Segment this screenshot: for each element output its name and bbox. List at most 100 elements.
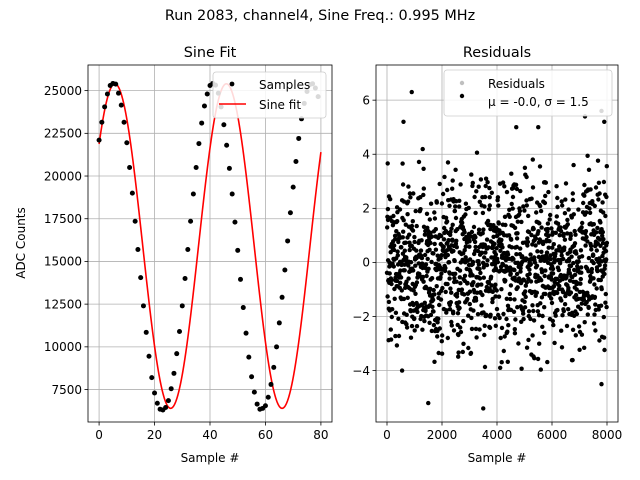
residual-point bbox=[494, 246, 499, 251]
residual-point bbox=[594, 248, 599, 253]
residual-point bbox=[551, 242, 556, 247]
residual-point bbox=[408, 260, 414, 265]
residual-point bbox=[420, 274, 426, 280]
residual-point bbox=[428, 286, 433, 291]
residual-point bbox=[496, 221, 501, 226]
residual-point bbox=[532, 356, 537, 361]
residual-point bbox=[555, 307, 560, 313]
residual-point bbox=[599, 286, 604, 292]
residual-point bbox=[448, 229, 453, 235]
residual-point bbox=[465, 280, 470, 286]
residual-point bbox=[515, 285, 520, 290]
sample-point bbox=[287, 210, 293, 216]
residual-point bbox=[561, 308, 566, 314]
sample-point bbox=[240, 305, 246, 311]
residual-point bbox=[517, 208, 523, 214]
residual-point bbox=[432, 292, 437, 297]
residual-point bbox=[512, 331, 518, 336]
residual-point bbox=[399, 368, 405, 373]
sample-point bbox=[276, 320, 282, 326]
residual-point bbox=[460, 349, 465, 355]
residual-point bbox=[571, 212, 576, 217]
sine-fit-ytick-label: 7500 bbox=[51, 383, 82, 397]
residual-point bbox=[407, 232, 412, 237]
residual-point bbox=[509, 245, 514, 250]
residual-point bbox=[549, 300, 555, 306]
residual-point bbox=[449, 226, 454, 231]
residual-point bbox=[422, 318, 427, 324]
residual-point bbox=[389, 281, 394, 287]
residual-point bbox=[475, 312, 481, 317]
residual-point bbox=[404, 325, 410, 330]
residual-point bbox=[555, 195, 560, 201]
residual-point bbox=[540, 241, 546, 247]
residual-point bbox=[508, 283, 514, 288]
residual-point bbox=[497, 315, 502, 321]
residual-point bbox=[474, 290, 480, 295]
sample-point bbox=[199, 120, 205, 126]
residual-point bbox=[498, 248, 503, 253]
residual-point bbox=[596, 197, 601, 202]
sample-point bbox=[127, 164, 133, 170]
residual-point bbox=[545, 221, 551, 226]
residual-point bbox=[412, 239, 417, 245]
residual-point bbox=[419, 238, 424, 243]
sample-point bbox=[238, 276, 243, 282]
residual-point bbox=[406, 276, 411, 281]
residual-point bbox=[595, 225, 600, 231]
residual-point bbox=[535, 249, 540, 254]
residual-point bbox=[473, 210, 478, 216]
residual-point bbox=[458, 329, 464, 335]
residual-point bbox=[542, 305, 547, 310]
residual-point bbox=[570, 191, 575, 196]
residual-point bbox=[484, 313, 489, 318]
residual-point bbox=[456, 354, 461, 359]
residual-point bbox=[566, 307, 571, 312]
sample-point bbox=[190, 191, 196, 197]
legend-samples-marker bbox=[229, 81, 235, 87]
residual-point bbox=[581, 297, 586, 302]
residual-point bbox=[389, 278, 394, 283]
residual-point bbox=[585, 153, 590, 158]
sample-point bbox=[262, 403, 268, 409]
residual-point bbox=[536, 254, 541, 260]
residual-point bbox=[579, 332, 585, 337]
residual-point bbox=[487, 203, 492, 208]
sample-point bbox=[224, 142, 230, 148]
residual-point bbox=[598, 277, 603, 283]
residual-point bbox=[587, 210, 593, 215]
residual-point bbox=[398, 275, 404, 280]
residual-point bbox=[422, 232, 428, 237]
residual-point bbox=[601, 335, 607, 340]
residual-point bbox=[516, 341, 521, 346]
residual-point bbox=[563, 181, 569, 186]
residual-point bbox=[493, 282, 498, 287]
residual-point bbox=[578, 306, 583, 312]
residual-point bbox=[461, 341, 466, 346]
residual-point bbox=[404, 255, 409, 260]
residual-point bbox=[509, 237, 514, 242]
sample-point bbox=[165, 398, 171, 404]
residual-point bbox=[508, 296, 513, 302]
residual-point bbox=[390, 307, 395, 312]
residuals-y-ticks: −4 −2 0 2 4 6 bbox=[352, 93, 376, 378]
legend-residuals-marker bbox=[459, 80, 465, 86]
residual-point bbox=[531, 226, 536, 232]
sample-point bbox=[265, 394, 271, 400]
sample-point bbox=[229, 191, 235, 197]
residual-point bbox=[456, 350, 461, 355]
residual-point bbox=[467, 301, 472, 307]
residual-point bbox=[528, 279, 534, 284]
sample-point bbox=[193, 164, 199, 170]
residual-point bbox=[393, 236, 398, 242]
sample-point bbox=[249, 374, 255, 380]
residual-point bbox=[434, 200, 439, 205]
residual-point bbox=[439, 233, 444, 239]
residual-point bbox=[586, 305, 591, 310]
residual-point bbox=[439, 271, 444, 276]
residual-point bbox=[455, 311, 461, 316]
residual-point bbox=[512, 327, 517, 332]
sample-point bbox=[182, 276, 188, 282]
residual-point bbox=[586, 167, 592, 172]
residual-point bbox=[502, 334, 507, 339]
